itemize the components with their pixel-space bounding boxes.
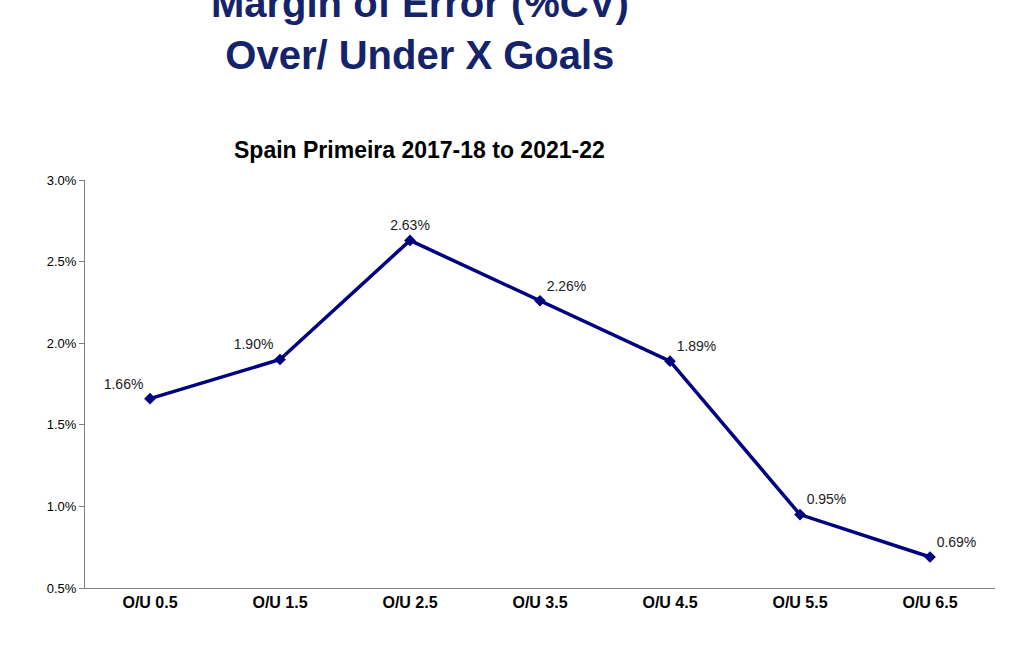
svg-text:Spain Primeira 2017-18 to 2021: Spain Primeira 2017-18 to 2021-22 (234, 137, 605, 163)
svg-text:O/U 0.5: O/U 0.5 (122, 594, 177, 611)
svg-text:1.66%: 1.66% (104, 376, 144, 392)
svg-text:O/U 4.5: O/U 4.5 (642, 594, 697, 611)
svg-text:2.5%: 2.5% (47, 254, 77, 269)
svg-text:1.90%: 1.90% (234, 336, 274, 352)
svg-text:O/U 1.5: O/U 1.5 (252, 594, 307, 611)
svg-text:1.89%: 1.89% (677, 338, 717, 354)
svg-text:0.95%: 0.95% (807, 491, 847, 507)
svg-text:Margin of Error (%CV)Over/ Und: Margin of Error (%CV)Over/ Under X Goals (211, 0, 629, 77)
svg-text:O/U 3.5: O/U 3.5 (512, 594, 567, 611)
svg-text:1.5%: 1.5% (47, 417, 77, 432)
svg-text:0.69%: 0.69% (937, 534, 977, 550)
svg-text:2.63%: 2.63% (390, 217, 430, 233)
svg-text:2.26%: 2.26% (547, 278, 587, 294)
svg-text:3.0%: 3.0% (47, 173, 77, 188)
svg-text:O/U 2.5: O/U 2.5 (382, 594, 437, 611)
svg-text:2.0%: 2.0% (47, 336, 77, 351)
svg-text:1.0%: 1.0% (47, 499, 77, 514)
svg-text:O/U 5.5: O/U 5.5 (772, 594, 827, 611)
svg-text:O/U 6.5: O/U 6.5 (902, 594, 957, 611)
svg-text:0.5%: 0.5% (47, 581, 77, 596)
